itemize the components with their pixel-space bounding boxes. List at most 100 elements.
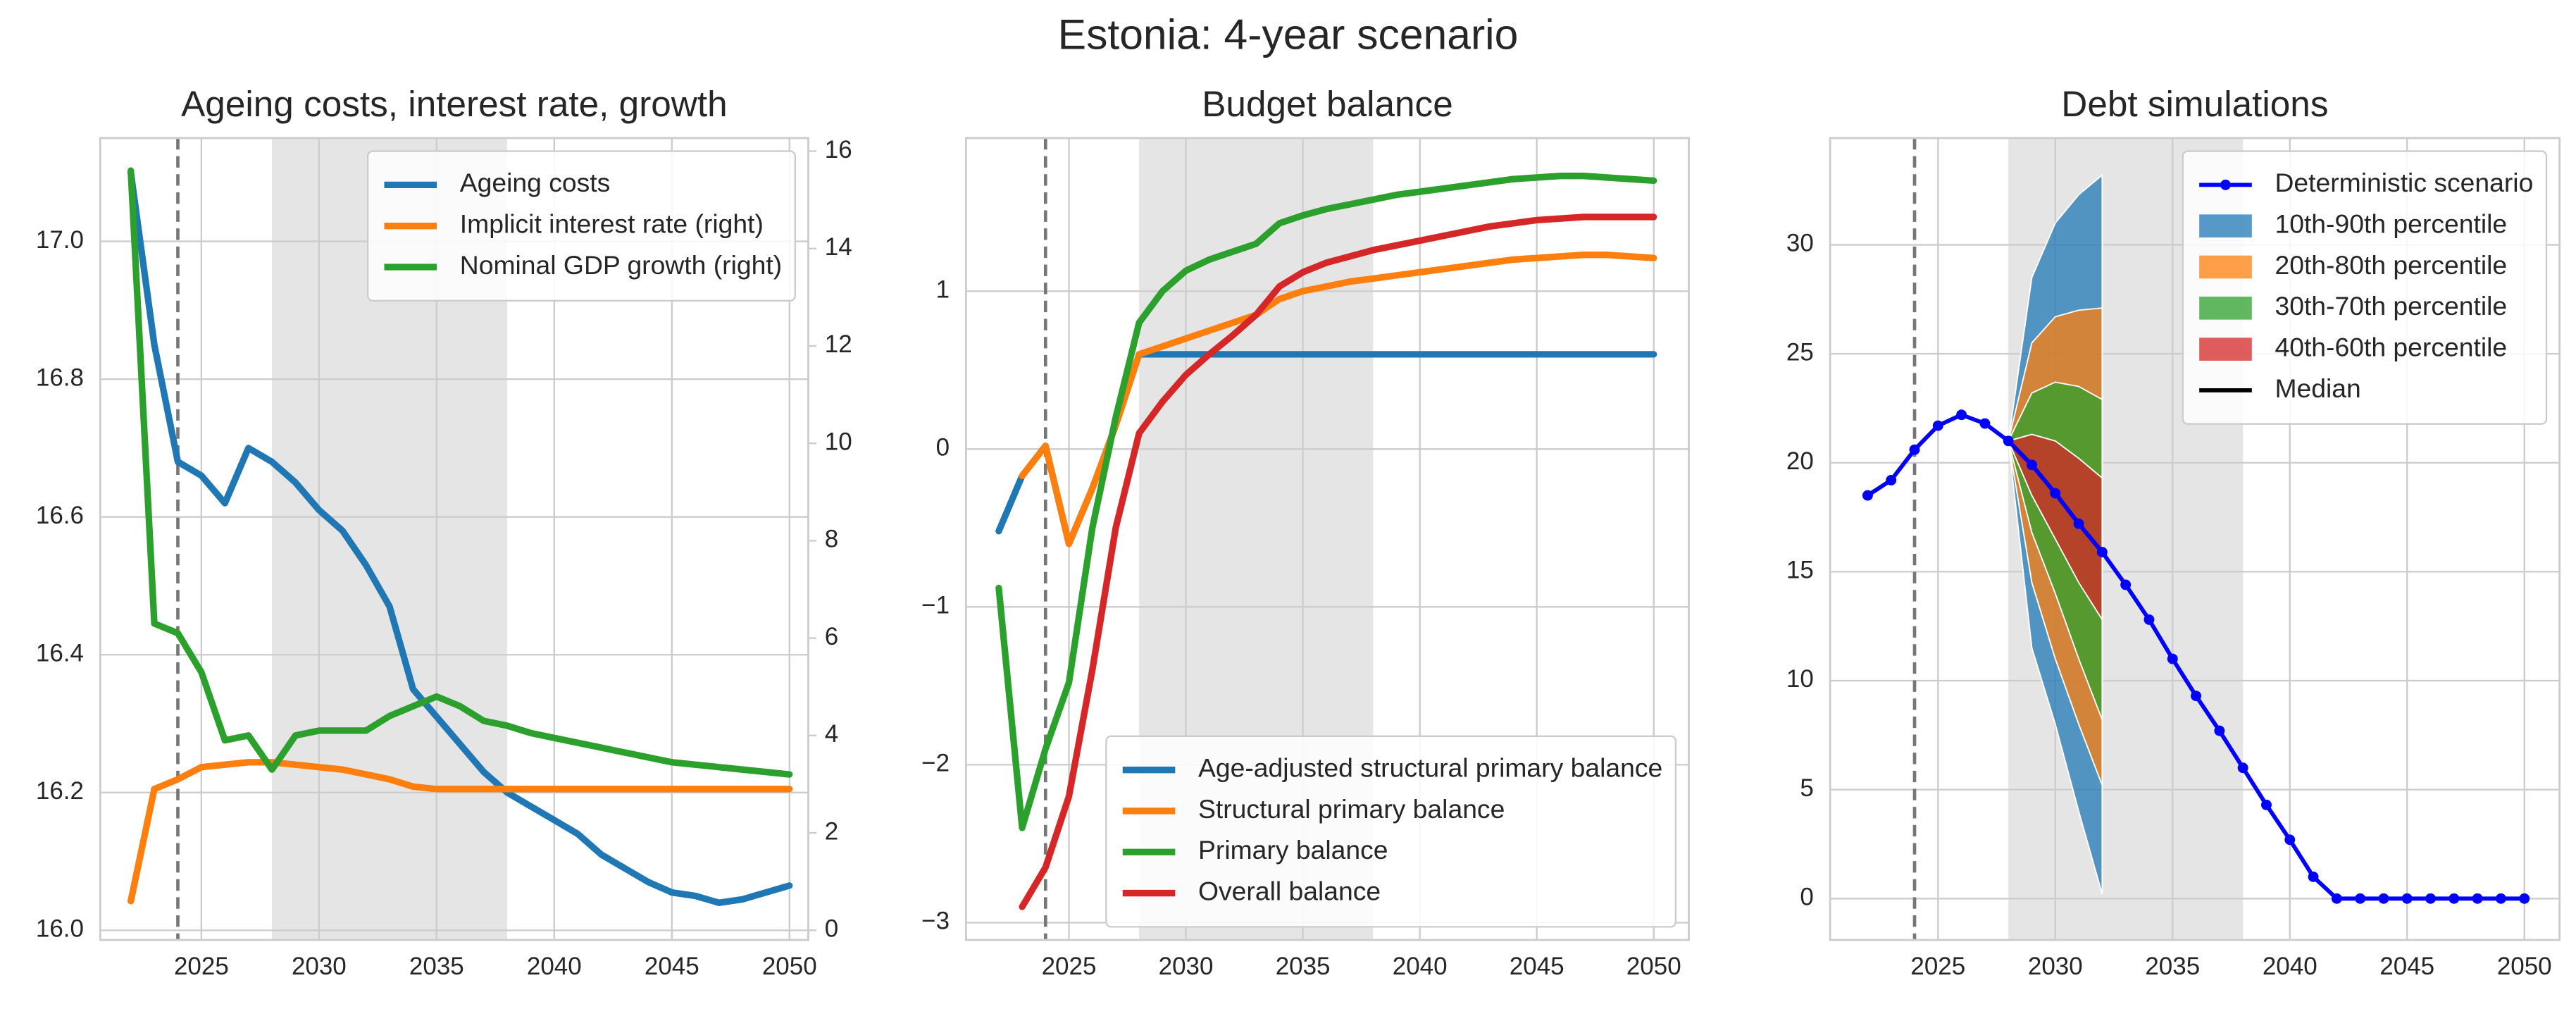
x-tick-label: 2025 bbox=[174, 953, 229, 980]
data-point bbox=[2143, 614, 2155, 625]
legend-label: Age-adjusted structural primary balance bbox=[1198, 753, 1662, 783]
x-tick-label: 2030 bbox=[292, 953, 347, 980]
legend-marker bbox=[2220, 179, 2231, 190]
x-tick-label: 2050 bbox=[1626, 953, 1681, 980]
y2-tick-label: 4 bbox=[825, 720, 838, 748]
y2-tick-label: 12 bbox=[825, 330, 852, 358]
subplot: 2025 2030 2035 2040 2045 2050 16.0 16.2 16.4 16.6… bbox=[36, 84, 852, 980]
data-point bbox=[2096, 547, 2108, 557]
y-tick-label: 16.8 bbox=[36, 364, 84, 391]
x-tick-label: 2030 bbox=[2028, 953, 2083, 980]
data-point bbox=[2472, 893, 2483, 904]
data-point bbox=[2284, 834, 2296, 846]
legend-label: Nominal GDP growth (right) bbox=[460, 250, 782, 280]
legend: Deterministic scenario 10th-90th percenti… bbox=[2182, 150, 2548, 425]
x-tick-label: 2040 bbox=[1393, 953, 1448, 980]
x-tick-label: 2050 bbox=[2497, 953, 2552, 980]
series-line bbox=[1019, 213, 1657, 910]
legend: Ageing costs Implicit interest rate (righ… bbox=[367, 150, 796, 302]
y2-tick-label: 16 bbox=[825, 136, 852, 163]
legend-label: 10th-90th percentile bbox=[2275, 209, 2507, 239]
data-point bbox=[2191, 691, 2202, 702]
y2-tick-label: 6 bbox=[825, 623, 838, 650]
x-tick-label: 2050 bbox=[762, 953, 817, 980]
legend-label: Overall balance bbox=[1198, 876, 1381, 905]
data-point bbox=[2027, 459, 2037, 471]
x-tick-label: 2045 bbox=[2379, 953, 2434, 980]
y-tick-label: 1 bbox=[936, 276, 950, 303]
data-point bbox=[2120, 579, 2132, 590]
data-point bbox=[2355, 893, 2366, 904]
legend-box bbox=[2182, 150, 2548, 425]
data-point bbox=[1956, 409, 1967, 421]
legend-swatch bbox=[2199, 338, 2252, 361]
y2-tick-label: 10 bbox=[825, 428, 852, 455]
x-tick-label: 2035 bbox=[2145, 953, 2200, 980]
legend: Age-adjusted structural primary balance S… bbox=[1105, 735, 1677, 928]
legend-label: Ageing costs bbox=[460, 168, 611, 197]
figure-title: Estonia: 4-year scenario bbox=[1058, 11, 1519, 58]
x-tick-label: 2035 bbox=[1276, 953, 1331, 980]
legend-label: 30th-70th percentile bbox=[2275, 291, 2507, 321]
y-tick-label: 10 bbox=[1786, 665, 1814, 693]
series-line bbox=[1019, 252, 1657, 547]
series-line bbox=[127, 167, 793, 778]
y-tick-label: 16.6 bbox=[36, 502, 84, 529]
x-tick-label: 2025 bbox=[1910, 953, 1965, 980]
y-tick-label: 25 bbox=[1786, 338, 1814, 366]
series-line bbox=[995, 173, 1657, 831]
data-point bbox=[2214, 725, 2225, 736]
data-point bbox=[1979, 418, 1991, 429]
data-point bbox=[1909, 444, 1920, 455]
data-point bbox=[2331, 893, 2342, 904]
data-point bbox=[2260, 799, 2272, 810]
y-tick-label: 30 bbox=[1786, 230, 1814, 257]
y-tick-label: 15 bbox=[1786, 557, 1814, 584]
data-point bbox=[2449, 893, 2460, 904]
data-point bbox=[2003, 435, 2014, 447]
plot-frame bbox=[99, 137, 809, 941]
x-tick-label: 2035 bbox=[409, 953, 464, 980]
series-line bbox=[127, 169, 793, 906]
subplot-title: Debt simulations bbox=[2061, 84, 2328, 124]
data-point bbox=[2519, 893, 2530, 904]
data-point bbox=[2495, 893, 2506, 904]
y-tick-label: 17.0 bbox=[36, 226, 84, 254]
data-point bbox=[2167, 653, 2178, 664]
legend-label: Deterministic scenario bbox=[2275, 168, 2533, 197]
y-tick-label: −2 bbox=[921, 750, 950, 777]
y-tick-label: 16.2 bbox=[36, 777, 84, 805]
y-tick-label: −1 bbox=[921, 592, 950, 619]
x-tick-label: 2045 bbox=[1510, 953, 1564, 980]
data-point bbox=[2425, 893, 2436, 904]
y-tick-label: 16.4 bbox=[36, 639, 84, 667]
y2-tick-label: 2 bbox=[825, 817, 838, 845]
data-point bbox=[2073, 518, 2084, 529]
legend-box bbox=[1105, 735, 1677, 928]
x-tick-label: 2040 bbox=[527, 953, 582, 980]
plot-frame bbox=[964, 137, 1690, 941]
legend-label: Implicit interest rate (right) bbox=[460, 209, 764, 239]
legend-swatch bbox=[2199, 214, 2252, 238]
data-point bbox=[2378, 893, 2389, 904]
y-tick-label: 5 bbox=[1800, 774, 1813, 802]
subplot-title: Budget balance bbox=[1202, 84, 1453, 124]
subplot-title: Ageing costs, interest rate, growth bbox=[181, 84, 728, 124]
y-tick-label: 0 bbox=[936, 434, 950, 462]
subplot: 2025 2030 2035 2040 2045 2050051015202530Debt… bbox=[1786, 84, 2561, 980]
plot-frame bbox=[1829, 137, 2561, 941]
x-tick-label: 2030 bbox=[1159, 953, 1214, 980]
y-tick-label: 16.0 bbox=[36, 915, 84, 943]
data-point bbox=[2401, 893, 2413, 904]
legend-label: Primary balance bbox=[1198, 835, 1388, 865]
data-point bbox=[1862, 490, 1873, 501]
legend-label: Structural primary balance bbox=[1198, 794, 1505, 824]
subplot: 2025 2030 2035 2040 2045 2050 −3 −2 −1 0 1 Budget b… bbox=[921, 84, 1690, 980]
x-tick-label: 2040 bbox=[2263, 953, 2317, 980]
data-point bbox=[1932, 420, 1943, 431]
y2-tick-label: 8 bbox=[825, 526, 838, 553]
y-tick-label: 20 bbox=[1786, 447, 1814, 475]
legend-box bbox=[367, 150, 796, 302]
